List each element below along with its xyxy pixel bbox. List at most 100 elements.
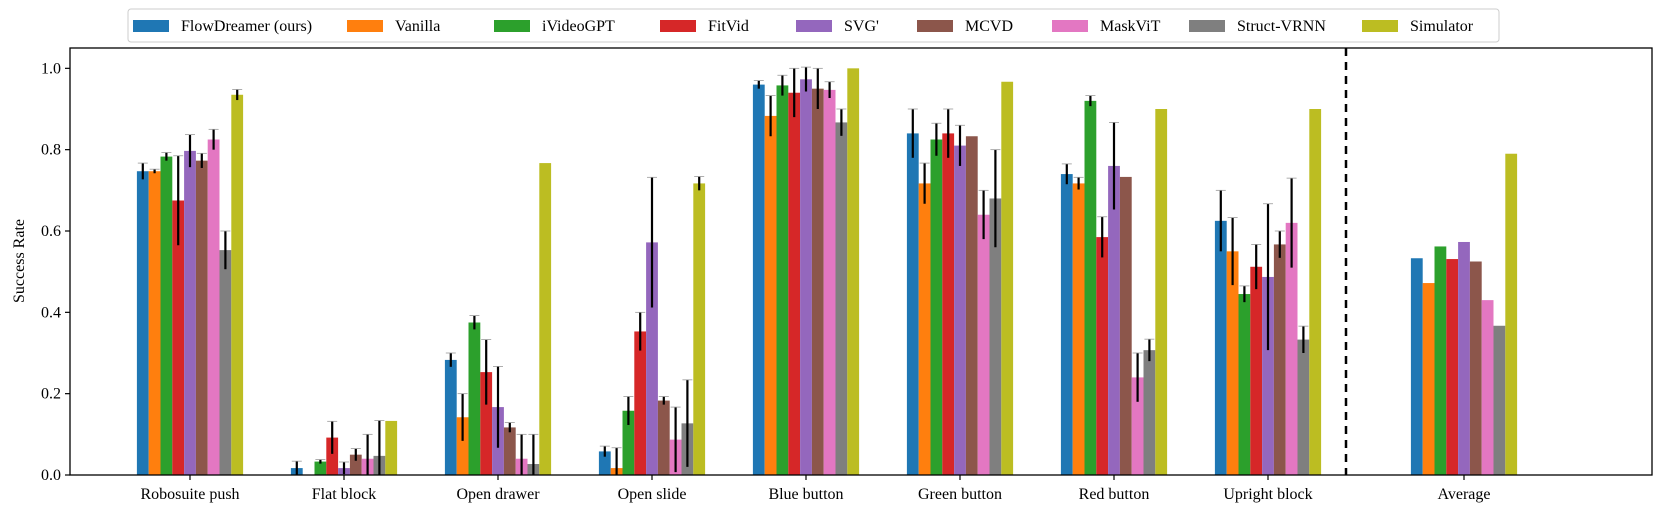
bar bbox=[1505, 153, 1518, 475]
y-tick-label: 1.0 bbox=[41, 60, 61, 77]
bar bbox=[1285, 222, 1298, 475]
x-tick-label: Flat block bbox=[312, 486, 376, 503]
bar bbox=[657, 400, 670, 475]
bar bbox=[811, 88, 824, 476]
legend-swatch bbox=[660, 20, 696, 32]
x-tick-label: Robosuite push bbox=[140, 486, 239, 503]
legend-swatch bbox=[1052, 20, 1088, 32]
bar bbox=[1238, 294, 1251, 475]
bar bbox=[788, 92, 801, 475]
bar bbox=[326, 437, 339, 475]
bar bbox=[1273, 244, 1286, 475]
legend-swatch bbox=[1362, 20, 1398, 32]
bar bbox=[646, 242, 658, 475]
x-tick-label: Red button bbox=[1079, 486, 1150, 503]
bar bbox=[148, 171, 161, 475]
bar bbox=[1060, 174, 1073, 476]
bar bbox=[752, 84, 765, 475]
axes-layer: 0.0 0.2 0.4 0.6 0.8 1.0 Robosuite push Flat blo… bbox=[41, 60, 1491, 503]
bar bbox=[1469, 261, 1482, 475]
bar bbox=[1155, 109, 1168, 475]
bar bbox=[1096, 237, 1109, 475]
legend-swatch bbox=[796, 20, 832, 32]
bar bbox=[918, 183, 931, 476]
x-tick-label: Average bbox=[1438, 486, 1491, 503]
y-tick-label: 0.0 bbox=[41, 467, 61, 484]
bar bbox=[1410, 258, 1423, 475]
bar bbox=[184, 150, 196, 476]
legend-label: Simulator bbox=[1410, 18, 1474, 35]
bar bbox=[1458, 241, 1470, 475]
bar bbox=[989, 198, 1002, 475]
bar bbox=[195, 160, 208, 475]
bar bbox=[1001, 81, 1014, 476]
bar bbox=[468, 322, 481, 475]
bars-layer bbox=[136, 68, 1518, 476]
bar bbox=[1226, 251, 1239, 475]
bar bbox=[930, 139, 943, 475]
bar bbox=[906, 133, 919, 475]
bar bbox=[207, 139, 220, 475]
legend: FlowDreamer (ours) Vanilla iVideoGPT FitVid… bbox=[127, 8, 1500, 43]
bar bbox=[456, 417, 469, 475]
legend-label: Struct-VRNN bbox=[1237, 18, 1326, 35]
legend-swatch bbox=[133, 20, 169, 32]
x-tick-label: Open drawer bbox=[456, 486, 540, 503]
bar bbox=[231, 94, 244, 476]
plot-frame bbox=[69, 47, 1653, 476]
y-tick-label: 0.2 bbox=[41, 386, 61, 403]
bar bbox=[314, 461, 327, 475]
bar bbox=[598, 451, 611, 475]
bar bbox=[800, 79, 812, 476]
bar bbox=[1214, 220, 1227, 475]
bar bbox=[1262, 276, 1274, 475]
error-bars-layer bbox=[137, 66, 1309, 475]
bar bbox=[1108, 165, 1120, 475]
y-tick-label: 0.6 bbox=[41, 223, 61, 240]
bar bbox=[1309, 109, 1322, 475]
bar bbox=[219, 250, 232, 475]
bar bbox=[847, 68, 860, 475]
legend-label: FitVid bbox=[708, 18, 749, 35]
bar bbox=[1493, 325, 1506, 475]
bar bbox=[954, 145, 966, 475]
legend-label: MCVD bbox=[965, 18, 1013, 35]
legend-swatch bbox=[347, 20, 383, 32]
bar bbox=[942, 133, 955, 475]
bar bbox=[480, 372, 493, 475]
x-tick-label: Open slide bbox=[618, 486, 687, 503]
bar bbox=[172, 200, 185, 475]
bar bbox=[349, 454, 362, 475]
legend-swatch bbox=[1189, 20, 1225, 32]
bar bbox=[1072, 183, 1085, 476]
legend-label: MaskViT bbox=[1100, 18, 1161, 35]
y-tick-label: 0.8 bbox=[41, 142, 61, 159]
bar bbox=[1131, 377, 1144, 475]
bar bbox=[823, 89, 836, 476]
legend-label: iVideoGPT bbox=[542, 18, 615, 35]
bar bbox=[136, 171, 149, 475]
bar bbox=[444, 359, 457, 475]
bar bbox=[1084, 100, 1097, 475]
bar bbox=[385, 420, 398, 475]
bar bbox=[1481, 300, 1494, 475]
bar bbox=[1250, 266, 1263, 475]
bar bbox=[622, 410, 635, 475]
bar bbox=[539, 163, 552, 475]
bar bbox=[764, 115, 777, 475]
bar bbox=[1143, 350, 1156, 475]
bar bbox=[1119, 176, 1132, 475]
x-tick-label: Blue button bbox=[768, 486, 843, 503]
bar bbox=[693, 183, 706, 476]
y-tick-label: 0.4 bbox=[41, 304, 61, 321]
bar bbox=[634, 331, 647, 475]
bar bbox=[835, 122, 848, 476]
bar bbox=[1446, 259, 1459, 475]
x-tick-label: Green button bbox=[918, 486, 1002, 503]
legend-swatch bbox=[494, 20, 530, 32]
legend-label: Vanilla bbox=[395, 18, 440, 35]
bar bbox=[1434, 246, 1447, 475]
y-axis-label: Success Rate bbox=[11, 219, 28, 303]
bar bbox=[977, 214, 990, 475]
